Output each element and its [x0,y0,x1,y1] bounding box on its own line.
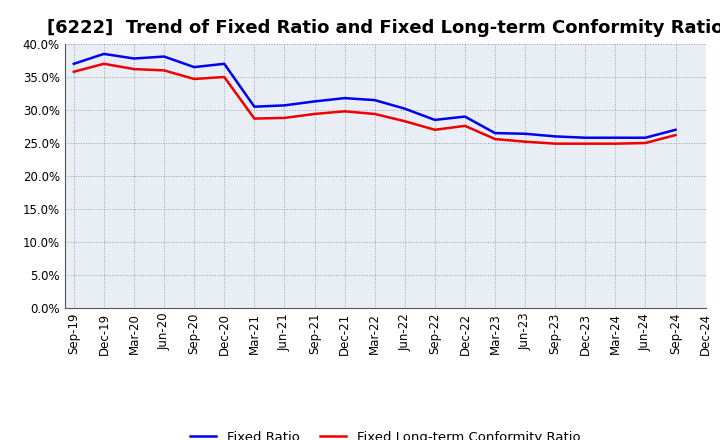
Fixed Ratio [551,134,559,139]
Fixed Long-term Conformity Ratio [370,111,379,117]
Fixed Long-term Conformity Ratio [521,139,529,144]
Fixed Long-term Conformity Ratio [130,66,138,72]
Title: [6222]  Trend of Fixed Ratio and Fixed Long-term Conformity Ratio: [6222] Trend of Fixed Ratio and Fixed Lo… [47,19,720,37]
Fixed Long-term Conformity Ratio [190,77,199,82]
Fixed Long-term Conformity Ratio [551,141,559,146]
Fixed Ratio [310,99,319,104]
Fixed Ratio [70,61,78,66]
Fixed Long-term Conformity Ratio [641,140,649,146]
Fixed Long-term Conformity Ratio [431,127,439,132]
Fixed Ratio [400,106,409,111]
Fixed Long-term Conformity Ratio [250,116,258,121]
Fixed Ratio [220,61,228,66]
Fixed Long-term Conformity Ratio [70,69,78,74]
Line: Fixed Ratio: Fixed Ratio [74,54,675,138]
Fixed Ratio [431,117,439,122]
Fixed Ratio [130,56,138,61]
Fixed Long-term Conformity Ratio [671,132,680,138]
Fixed Ratio [341,95,349,101]
Fixed Ratio [581,135,590,140]
Fixed Ratio [190,64,199,70]
Fixed Ratio [99,51,108,56]
Fixed Long-term Conformity Ratio [400,119,409,124]
Fixed Long-term Conformity Ratio [341,109,349,114]
Fixed Ratio [671,127,680,132]
Fixed Long-term Conformity Ratio [310,111,319,117]
Fixed Long-term Conformity Ratio [280,115,289,121]
Fixed Ratio [611,135,620,140]
Fixed Ratio [160,54,168,59]
Fixed Ratio [370,97,379,103]
Fixed Long-term Conformity Ratio [581,141,590,146]
Fixed Ratio [280,103,289,108]
Fixed Ratio [641,135,649,140]
Fixed Ratio [250,104,258,109]
Fixed Long-term Conformity Ratio [461,123,469,128]
Legend: Fixed Ratio, Fixed Long-term Conformity Ratio: Fixed Ratio, Fixed Long-term Conformity … [185,425,585,440]
Fixed Ratio [461,114,469,119]
Fixed Ratio [521,131,529,136]
Fixed Long-term Conformity Ratio [491,136,500,142]
Fixed Ratio [491,130,500,136]
Fixed Long-term Conformity Ratio [99,61,108,66]
Fixed Long-term Conformity Ratio [160,68,168,73]
Fixed Long-term Conformity Ratio [220,74,228,80]
Fixed Long-term Conformity Ratio [611,141,620,146]
Line: Fixed Long-term Conformity Ratio: Fixed Long-term Conformity Ratio [74,64,675,143]
